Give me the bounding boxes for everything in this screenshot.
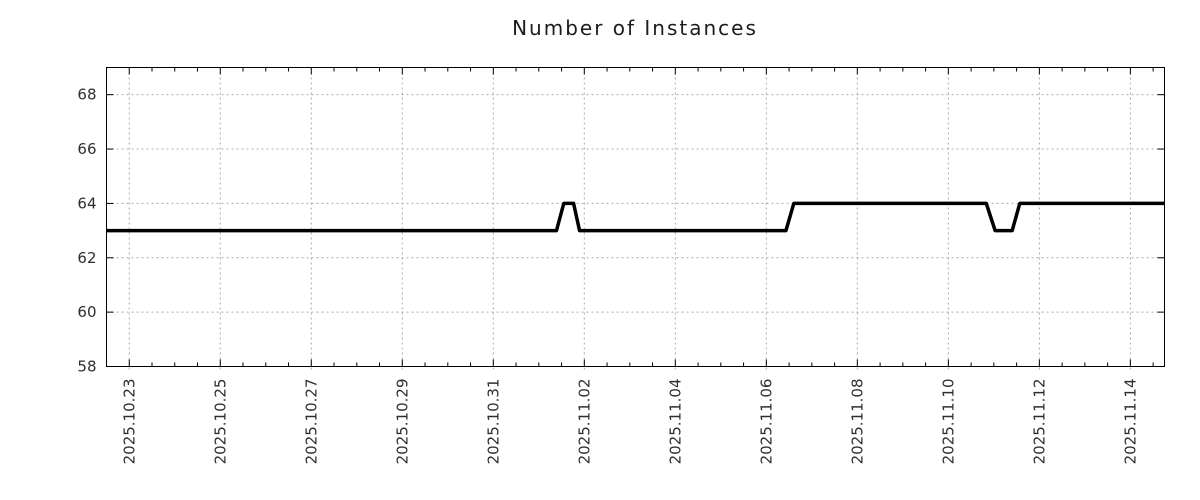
x-tick-label: 2025.11.14 <box>1121 379 1139 465</box>
y-tick-label: 68 <box>77 86 96 104</box>
x-tick-label: 2025.10.25 <box>211 379 229 465</box>
y-tick-label: 66 <box>77 140 96 158</box>
x-tick-label: 2025.11.08 <box>848 379 866 465</box>
x-tick-label: 2025.10.29 <box>393 379 411 465</box>
x-tick-label: 2025.10.31 <box>484 378 502 464</box>
plot-border <box>106 67 1165 367</box>
chart-title: Number of Instances <box>512 16 758 40</box>
x-tick-label: 2025.10.23 <box>120 379 138 465</box>
series-line-instances <box>106 201 1165 233</box>
x-tick-label: 2025.11.06 <box>757 379 775 465</box>
x-tick-label: 2025.11.02 <box>575 379 593 465</box>
x-tick-label: 2025.11.04 <box>666 379 684 465</box>
x-tick-label: 2025.10.27 <box>302 379 320 465</box>
y-tick-label: 62 <box>77 249 96 267</box>
x-tick-label: 2025.11.10 <box>939 379 957 465</box>
y-tick-label: 58 <box>77 358 96 376</box>
y-tick-label: 64 <box>77 194 96 212</box>
y-tick-label: 60 <box>77 303 96 321</box>
x-tick-label: 2025.11.12 <box>1030 379 1048 465</box>
